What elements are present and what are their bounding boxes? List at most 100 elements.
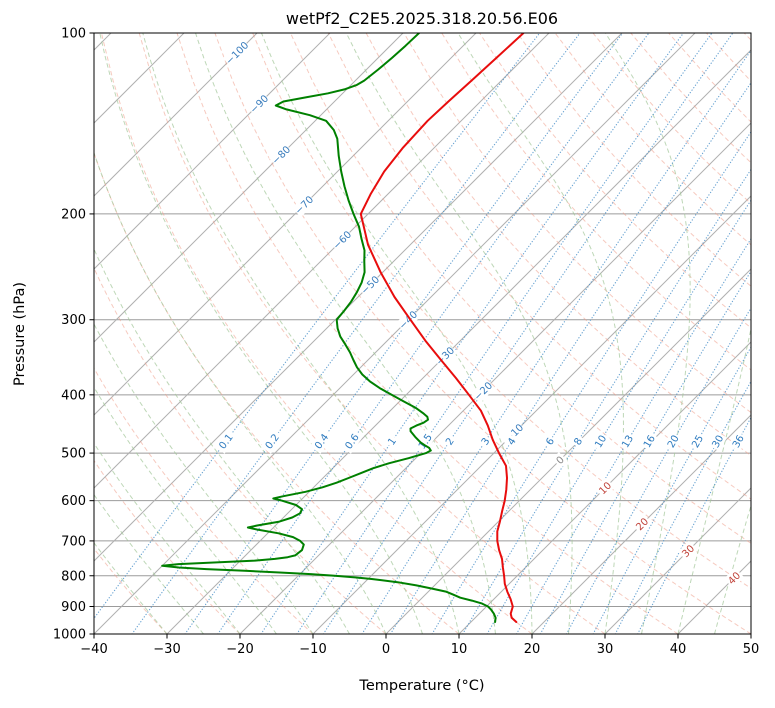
label-backing bbox=[687, 431, 707, 452]
moist-adiabat-line bbox=[94, 541, 168, 634]
dry-adiabat-line bbox=[365, 33, 751, 457]
moist-adiabat-line bbox=[94, 247, 350, 634]
label-backing bbox=[329, 227, 355, 253]
x-tick-label: 40 bbox=[670, 642, 687, 657]
y-tick-label: 1000 bbox=[53, 628, 86, 643]
isotherms-group bbox=[94, 33, 751, 634]
isotherm-line bbox=[94, 33, 477, 416]
mixing-ratio-line bbox=[515, 237, 751, 634]
mixing-ratio-label: 20 bbox=[663, 431, 683, 452]
isotherm-label-text: −80 bbox=[270, 144, 293, 167]
label-backing bbox=[663, 431, 683, 452]
isotherm-label: 0 bbox=[551, 451, 569, 469]
mixing-ratio-line bbox=[637, 416, 751, 634]
label-backing bbox=[470, 378, 496, 404]
mixing-ratio-line bbox=[389, 81, 751, 634]
mixing-ratio-label-text: 2 bbox=[444, 436, 457, 447]
x-tick-label: 20 bbox=[524, 642, 541, 657]
label-backing bbox=[708, 431, 727, 452]
moist-adiabat-line bbox=[345, 33, 573, 634]
mixing-ratio-label-text: 3 bbox=[480, 436, 493, 447]
mixing-ratio-line bbox=[131, 33, 581, 634]
moist-adiabat-line bbox=[99, 33, 423, 634]
y-tick-label: 600 bbox=[61, 494, 86, 509]
y-tick-label: 900 bbox=[61, 600, 86, 615]
moist-adiabat-line bbox=[714, 503, 751, 634]
x-tick-label: −10 bbox=[299, 642, 326, 657]
label-backing bbox=[395, 307, 421, 333]
isotherm-line bbox=[312, 195, 751, 634]
label-backing bbox=[357, 272, 383, 298]
moist-adiabat-line bbox=[94, 386, 277, 634]
plot-background: −100−90−80−70−60−50−40−30−20−10010203040… bbox=[94, 33, 751, 634]
dry-adiabat-line bbox=[94, 267, 387, 634]
y-tick-label: 800 bbox=[61, 569, 86, 584]
isotherm-line bbox=[94, 33, 550, 489]
dry-adiabat-line bbox=[403, 33, 751, 414]
dry-adiabats-group bbox=[94, 33, 751, 634]
moist-adiabat-line bbox=[604, 33, 691, 634]
moist-adiabat-line bbox=[142, 33, 460, 634]
dry-adiabat-line bbox=[668, 33, 751, 123]
dry-adiabat-line bbox=[290, 33, 751, 544]
temperature-curve bbox=[359, 33, 525, 623]
moist-adiabat-line bbox=[94, 493, 204, 634]
label-backing bbox=[477, 433, 494, 449]
dry-adiabat-line bbox=[630, 33, 751, 164]
dry-adiabat-line bbox=[706, 33, 751, 82]
x-axis-label: Temperature (°C) bbox=[358, 678, 484, 694]
dewpoint-curve bbox=[161, 33, 497, 623]
label-backing bbox=[432, 343, 458, 369]
label-backing bbox=[222, 38, 252, 68]
x-tick-label: −20 bbox=[226, 642, 253, 657]
moist-adiabat-line bbox=[94, 322, 314, 634]
label-backing bbox=[503, 433, 520, 449]
isotherm-line bbox=[239, 122, 751, 634]
label-backing bbox=[631, 513, 653, 535]
mixing-ratio-line bbox=[614, 380, 751, 634]
y-tick-label: 400 bbox=[61, 388, 86, 403]
mixing-ratio-label-text: 20 bbox=[666, 434, 682, 451]
moist-adiabat-line bbox=[261, 33, 533, 634]
mixing-ratio-line bbox=[592, 346, 751, 634]
mixing-ratio-label-text: 8 bbox=[572, 436, 585, 447]
mixing-ratio-line bbox=[296, 33, 713, 634]
isotherm-line bbox=[94, 33, 696, 634]
dry-adiabat-line bbox=[94, 367, 314, 634]
dry-adiabat-line bbox=[252, 33, 751, 589]
chart-title: wetPf2_C2E5.2025.318.20.56.E06 bbox=[286, 9, 558, 29]
label-backing bbox=[677, 540, 699, 562]
label-backing bbox=[413, 428, 437, 454]
label-backing bbox=[617, 431, 637, 452]
mixing-ratio-label: 0.1 bbox=[214, 428, 238, 454]
label-backing bbox=[340, 428, 364, 454]
moist-adiabat-line bbox=[677, 326, 751, 634]
y-tick-label: 200 bbox=[61, 207, 86, 222]
label-backing bbox=[383, 433, 400, 450]
isotherm-line bbox=[385, 268, 751, 634]
label-backing bbox=[214, 428, 238, 454]
isotherm-line bbox=[458, 341, 751, 634]
isotherm-line bbox=[604, 487, 751, 634]
mixing-ratio-label: 6 bbox=[541, 433, 558, 449]
mixing-ratio-label: 2 bbox=[441, 433, 458, 449]
y-axis-label: Pressure (hPa) bbox=[12, 282, 28, 386]
mixing-ratio-line bbox=[361, 49, 751, 634]
dry-adiabat-line bbox=[554, 33, 751, 246]
mixing-ratio-line bbox=[539, 269, 751, 634]
label-backing bbox=[590, 431, 611, 452]
label-backing bbox=[260, 428, 284, 454]
y-tick-label: 500 bbox=[61, 447, 86, 462]
pressure-gridlines-group bbox=[94, 33, 751, 634]
dry-adiabat-line bbox=[592, 33, 751, 205]
mixing-ratio-label: 0.4 bbox=[309, 428, 333, 454]
label-backing bbox=[723, 567, 745, 589]
label-backing bbox=[268, 142, 294, 168]
moist-adiabat-line bbox=[94, 151, 387, 634]
y-tick-label: 100 bbox=[61, 27, 86, 42]
isotherm-label-text: −90 bbox=[248, 93, 271, 116]
y-tick-label: 700 bbox=[61, 534, 86, 549]
isotherm-line bbox=[94, 33, 404, 343]
x-tick-label: 30 bbox=[597, 642, 614, 657]
